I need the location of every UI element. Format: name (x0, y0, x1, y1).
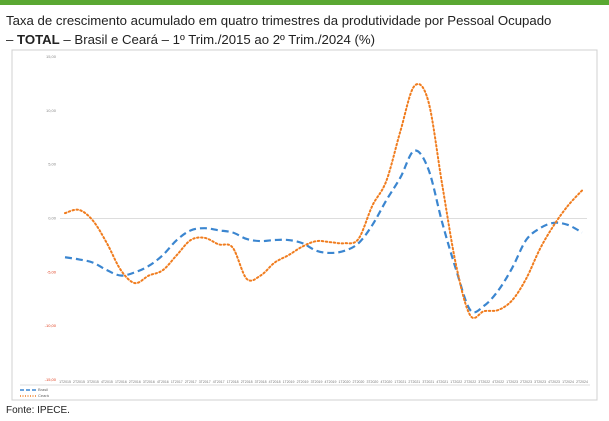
title-bold: TOTAL (17, 32, 60, 47)
title-line: Taxa de crescimento acumulado em quatro … (6, 13, 552, 28)
legend-label: Ceará (38, 393, 50, 398)
x-tick-label: 2T2017 (185, 380, 197, 384)
x-tick-label: 2T2022 (464, 380, 476, 384)
x-tick-label: 4T2015 (101, 380, 113, 384)
x-tick-label: 3T2015 (87, 380, 99, 384)
x-tick-label: 2T2015 (73, 380, 85, 384)
y-tick-label: 5,00 (48, 162, 57, 167)
title-rest: – Brasil e Ceará – 1º Trim./2015 ao 2º T… (59, 32, 376, 47)
y-tick-label: -15,00 (45, 377, 57, 382)
x-tick-label: 2T2024 (576, 380, 588, 384)
x-tick-label: 4T2017 (213, 380, 225, 384)
x-tick-label: 1T2015 (59, 380, 71, 384)
top-bar (0, 0, 609, 5)
x-tick-label: 4T2023 (548, 380, 560, 384)
x-tick-label: 4T2022 (492, 380, 504, 384)
x-tick-label: 1T2024 (562, 380, 574, 384)
x-tick-label: 2T2021 (408, 380, 420, 384)
x-tick-label: 4T2016 (157, 380, 169, 384)
x-tick-label: 1T2021 (394, 380, 406, 384)
title-dash: – (6, 32, 17, 47)
legend-label: Brasil (38, 387, 48, 392)
x-tick-label: 4T2019 (325, 380, 337, 384)
series-line (64, 149, 583, 314)
x-tick-label: 1T2022 (450, 380, 462, 384)
y-tick-label: -10,00 (45, 323, 57, 328)
x-tick-label: 2T2018 (241, 380, 253, 384)
chart: -15,00 -10,00 -5,00 0,00 5,00 10,00 15,00 1T201… (11, 49, 598, 401)
x-tick-label: 3T2020 (366, 380, 378, 384)
x-tick-label: 1T2017 (171, 380, 183, 384)
y-tick-label: 10,00 (46, 108, 57, 113)
x-tick-label: 4T2020 (380, 380, 392, 384)
x-tick-label: 1T2020 (339, 380, 351, 384)
x-tick-label: 2T2020 (352, 380, 364, 384)
x-tick-label: 2T2023 (520, 380, 532, 384)
x-tick-label: 4T2018 (269, 380, 281, 384)
y-tick-label: -5,00 (47, 269, 57, 274)
x-tick-label: 1T2023 (506, 380, 518, 384)
x-tick-label: 2T2019 (297, 380, 309, 384)
chart-frame (11, 49, 598, 401)
x-tick-label: 1T2016 (115, 380, 127, 384)
y-tick-label: 15,00 (46, 54, 57, 59)
x-tick-label: 2T2016 (129, 380, 141, 384)
x-tick-label: 3T2019 (311, 380, 323, 384)
x-tick-label: 3T2016 (143, 380, 155, 384)
x-tick-label: 4T2021 (436, 380, 448, 384)
chart-title: Taxa de crescimento acumulado em quatro … (6, 11, 606, 49)
source: Fonte: IPECE. (6, 405, 70, 416)
x-tick-label: 3T2017 (199, 380, 211, 384)
x-tick-label: 3T2023 (534, 380, 546, 384)
x-tick-label: 1T2019 (283, 380, 295, 384)
x-tick-label: 3T2022 (478, 380, 490, 384)
y-tick-label: 0,00 (48, 216, 57, 221)
series-line (64, 82, 583, 320)
x-tick-label: 3T2018 (255, 380, 267, 384)
x-tick-label: 3T2021 (422, 380, 434, 384)
x-tick-label: 1T2018 (227, 380, 239, 384)
